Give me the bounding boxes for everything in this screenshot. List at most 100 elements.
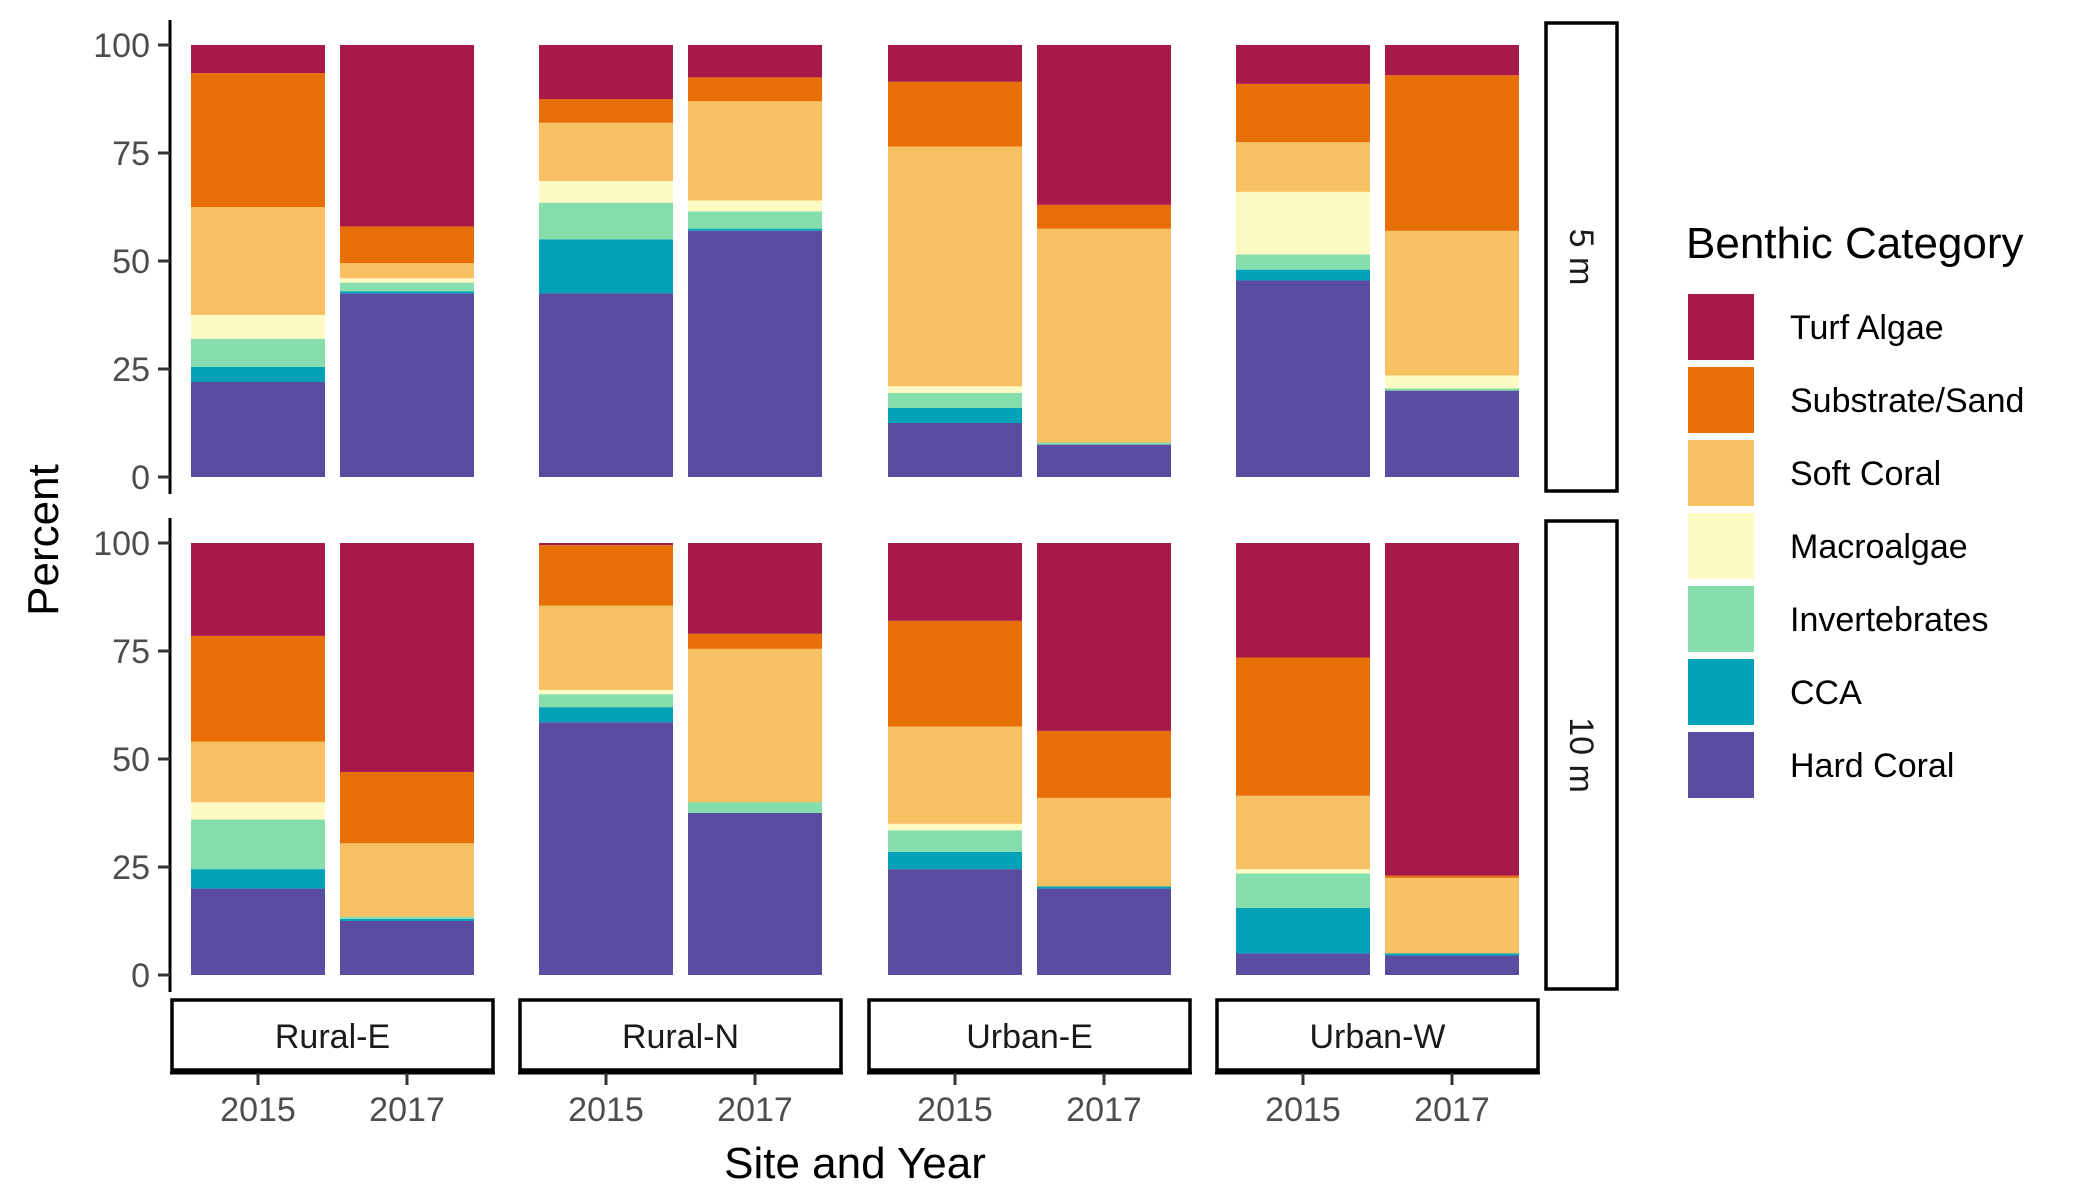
- bar-segment-macroalgae-urban-e-2015-5-m: [888, 386, 1022, 393]
- bar-segment-substrate-sand-rural-e-2015-10-m: [191, 635, 325, 742]
- bar-segment-soft-coral-urban-w-2017-10-m: [1385, 877, 1519, 954]
- legend-key-soft-coral: [1688, 440, 1754, 506]
- bar-segment-cca-rural-e-2015-5-m: [191, 366, 325, 382]
- legend-key-invertebrates: [1688, 586, 1754, 652]
- bar-segment-macroalgae-rural-n-2015-10-m: [539, 689, 673, 695]
- bar-segment-macroalgae-rural-e-2015-5-m: [191, 315, 325, 339]
- bar-segment-turf-algae-rural-n-2017-10-m: [688, 543, 822, 634]
- bar-segment-substrate-sand-rural-e-2017-10-m: [340, 771, 474, 844]
- bar-segment-macroalgae-rural-e-2017-5-m: [340, 278, 474, 283]
- bar-segment-soft-coral-rural-n-2017-5-m: [688, 101, 822, 201]
- bar-segment-turf-algae-urban-w-2015-10-m: [1236, 543, 1370, 658]
- x-tick-label: 2017: [369, 1091, 445, 1129]
- bar-segment-hard-coral-urban-e-2017-10-m: [1037, 888, 1171, 975]
- bar-segment-turf-algae-urban-e-2015-5-m: [888, 45, 1022, 82]
- plot-area: 0 25 50 75 100 0 25 50 75 100 5 m 10 m Rural-E 2015 20…: [93, 20, 1619, 1129]
- bar-segment-hard-coral-rural-n-2017-5-m: [688, 230, 822, 477]
- depth-strip-box: [1544, 21, 1619, 493]
- bar-segment-cca-rural-e-2017-5-m: [340, 291, 474, 294]
- y-tick-label: 75: [112, 135, 150, 173]
- bar-segment-soft-coral-urban-e-2017-10-m: [1037, 797, 1171, 887]
- bar-segment-cca-urban-w-2017-10-m: [1385, 953, 1519, 956]
- site-strip-label: Urban-E: [966, 1018, 1093, 1056]
- bar-segment-invertebrates-urban-e-2017-5-m: [1037, 442, 1171, 445]
- bar-segment-invertebrates-rural-n-2017-10-m: [688, 802, 822, 813]
- bar-segment-cca-rural-e-2015-10-m: [191, 869, 325, 889]
- bar-segment-substrate-sand-urban-e-2017-5-m: [1037, 204, 1171, 229]
- bar-segment-cca-urban-e-2015-5-m: [888, 407, 1022, 423]
- bar-segment-invertebrates-urban-e-2015-10-m: [888, 830, 1022, 852]
- x-tick-label: 2015: [568, 1091, 644, 1129]
- x-tick-label: 2015: [220, 1091, 296, 1129]
- legend-label-substrate-sand: Substrate/Sand: [1790, 382, 2024, 420]
- y-tick-label: 75: [112, 633, 150, 671]
- bar-segment-invertebrates-rural-e-2017-5-m: [340, 282, 474, 292]
- bar-segment-turf-algae-rural-n-2017-5-m: [688, 45, 822, 78]
- bar-segment-soft-coral-rural-e-2015-10-m: [191, 741, 325, 803]
- bar-segment-hard-coral-urban-e-2015-10-m: [888, 869, 1022, 975]
- bar-segment-hard-coral-urban-w-2017-5-m: [1385, 390, 1519, 477]
- bar-segment-macroalgae-urban-e-2015-10-m: [888, 823, 1022, 831]
- y-tick-label: 0: [131, 459, 150, 497]
- legend: Benthic Category Turf Algae Substrate/San…: [1686, 219, 2024, 798]
- bar-segment-substrate-sand-urban-w-2017-5-m: [1385, 75, 1519, 231]
- bar-segment-substrate-sand-urban-w-2017-10-m: [1385, 875, 1519, 878]
- bar-segment-macroalgae-rural-n-2015-5-m: [539, 181, 673, 203]
- bar-segment-substrate-sand-urban-w-2015-10-m: [1236, 657, 1370, 796]
- bar-segment-hard-coral-rural-n-2015-10-m: [539, 722, 673, 975]
- legend-key-turf-algae: [1688, 294, 1754, 360]
- bar-segment-soft-coral-rural-e-2015-5-m: [191, 207, 325, 315]
- bar-segment-substrate-sand-urban-e-2017-10-m: [1037, 730, 1171, 798]
- bar-segment-invertebrates-rural-n-2015-5-m: [539, 202, 673, 240]
- bar-segment-invertebrates-urban-w-2017-5-m: [1385, 388, 1519, 391]
- bar-segment-hard-coral-rural-e-2015-10-m: [191, 888, 325, 975]
- bar-segment-turf-algae-urban-w-2017-10-m: [1385, 543, 1519, 876]
- bar-segment-substrate-sand-rural-e-2017-5-m: [340, 226, 474, 264]
- bar-segment-cca-urban-w-2015-5-m: [1236, 269, 1370, 281]
- depth-strip-label: 5 m: [1562, 229, 1600, 286]
- bar-segment-soft-coral-urban-w-2015-5-m: [1236, 142, 1370, 192]
- bar-segment-soft-coral-urban-w-2017-5-m: [1385, 230, 1519, 376]
- bar-segment-cca-rural-n-2015-5-m: [539, 239, 673, 294]
- x-axis-title: Site and Year: [724, 1139, 986, 1188]
- y-tick-label: 0: [131, 957, 150, 995]
- legend-key-cca: [1688, 659, 1754, 725]
- bar-segment-hard-coral-urban-e-2017-5-m: [1037, 444, 1171, 477]
- legend-label-macroalgae: Macroalgae: [1790, 528, 1968, 566]
- bar-segment-turf-algae-rural-e-2015-5-m: [191, 45, 325, 74]
- legend-label-cca: CCA: [1790, 674, 1862, 712]
- bar-segment-macroalgae-rural-n-2017-5-m: [688, 200, 822, 212]
- y-tick-label: 100: [93, 27, 150, 65]
- bar-segment-invertebrates-rural-e-2017-10-m: [340, 916, 474, 919]
- x-tick-label: 2017: [717, 1091, 793, 1129]
- legend-title: Benthic Category: [1686, 219, 2024, 268]
- legend-label-turf-algae: Turf Algae: [1790, 309, 1944, 347]
- bar-segment-soft-coral-urban-e-2015-5-m: [888, 146, 1022, 387]
- bar-segment-hard-coral-rural-n-2017-10-m: [688, 813, 822, 975]
- bar-segment-turf-algae-urban-e-2015-10-m: [888, 543, 1022, 621]
- bar-segment-hard-coral-urban-e-2015-5-m: [888, 423, 1022, 477]
- bar-segment-substrate-sand-rural-n-2015-10-m: [539, 545, 673, 606]
- bar-segment-soft-coral-rural-n-2017-10-m: [688, 648, 822, 803]
- x-tick-label: 2017: [1066, 1091, 1142, 1129]
- y-tick-label: 50: [112, 243, 150, 281]
- bar-segment-cca-urban-w-2015-10-m: [1236, 908, 1370, 954]
- bar-segment-invertebrates-urban-w-2015-5-m: [1236, 254, 1370, 270]
- bar-segment-hard-coral-urban-w-2015-10-m: [1236, 953, 1370, 975]
- bar-segment-hard-coral-rural-n-2015-5-m: [539, 293, 673, 477]
- bar-segment-soft-coral-rural-n-2015-5-m: [539, 122, 673, 182]
- bar-segment-macroalgae-urban-w-2015-5-m: [1236, 191, 1370, 255]
- bar-segment-substrate-sand-urban-e-2015-10-m: [888, 620, 1022, 727]
- bar-segment-invertebrates-rural-e-2015-5-m: [191, 338, 325, 367]
- bar-segment-substrate-sand-rural-e-2015-5-m: [191, 73, 325, 207]
- y-tick-label: 50: [112, 741, 150, 779]
- site-strip-box: [170, 998, 495, 1072]
- bar-segment-turf-algae-urban-w-2015-5-m: [1236, 45, 1370, 84]
- x-tick-label: 2015: [917, 1091, 993, 1129]
- site-strip-box: [1215, 998, 1540, 1072]
- bar-segment-turf-algae-rural-e-2017-10-m: [340, 543, 474, 772]
- depth-strip-box: [1544, 519, 1619, 991]
- y-tick-label: 100: [93, 525, 150, 563]
- bar-segment-substrate-sand-rural-n-2017-5-m: [688, 77, 822, 102]
